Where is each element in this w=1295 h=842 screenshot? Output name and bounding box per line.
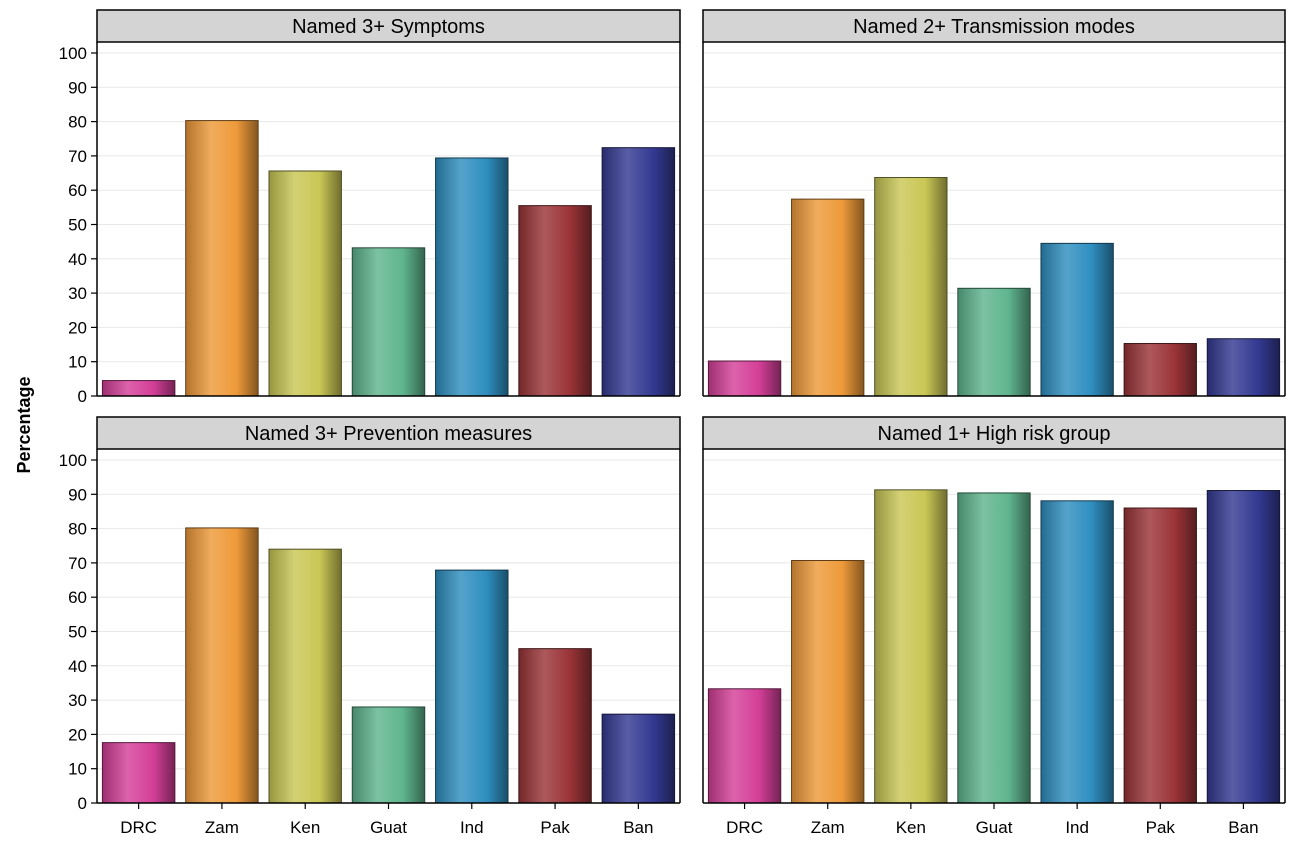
panel-header <box>702 416 1286 450</box>
bar-guat <box>351 706 426 804</box>
x-tick-label: Ken <box>896 818 926 837</box>
bar-drc <box>101 742 176 804</box>
y-tick-label: 60 <box>68 588 87 607</box>
bar-ind <box>435 569 509 804</box>
y-tick-label: 100 <box>59 451 87 470</box>
bar-pak <box>518 205 592 397</box>
bar-ban <box>1206 490 1281 804</box>
bar-zam <box>185 120 259 397</box>
panel-header <box>96 416 681 450</box>
y-tick-label: 90 <box>68 78 87 97</box>
panel-title: Named 2+ Transmission modes <box>853 16 1135 38</box>
x-tick-label: Guat <box>370 818 407 837</box>
panel-3: Named 3+ Prevention measures 0 10 20 30 40 50 6… <box>59 416 681 837</box>
x-tick-label: Pak <box>540 818 570 837</box>
x-tick-label: Zam <box>205 818 239 837</box>
panel-2: Named 2+ Transmission modes <box>702 9 1286 397</box>
x-tick-label: Ind <box>1065 818 1089 837</box>
y-tick-label: 10 <box>68 760 87 779</box>
bar-ind <box>1040 242 1114 397</box>
panel-1: Named 3+ Symptoms 0 10 20 30 40 50 60 70 80 90 100 <box>59 9 681 406</box>
bar-guat <box>351 247 426 397</box>
bar-ban <box>601 147 676 397</box>
x-tick-label: Ken <box>290 818 320 837</box>
x-tick-label: Ban <box>1228 818 1258 837</box>
y-tick-label: 20 <box>68 725 87 744</box>
bar-drc <box>707 688 782 804</box>
panel-title: Named 3+ Prevention measures <box>245 423 532 445</box>
panel-title: Named 1+ High risk group <box>878 423 1111 445</box>
bar-drc <box>707 360 782 397</box>
y-tick-label: 20 <box>68 318 87 337</box>
bar-guat <box>957 492 1031 804</box>
bar-zam <box>791 198 865 397</box>
y-tick-label: 60 <box>68 181 87 200</box>
y-tick-label: 90 <box>68 485 87 504</box>
bar-ken <box>874 177 948 397</box>
x-tick-label: Pak <box>1146 818 1176 837</box>
bar-ken <box>268 548 342 804</box>
x-tick-label: Guat <box>976 818 1013 837</box>
panel-header <box>96 9 681 43</box>
bar-zam <box>791 559 865 804</box>
x-tick-label: Ban <box>623 818 653 837</box>
y-tick-label: 40 <box>68 657 87 676</box>
y-tick-label: 70 <box>68 147 87 166</box>
panel-header <box>702 9 1286 43</box>
bar-ban <box>601 713 676 804</box>
y-tick-label: 0 <box>78 794 87 813</box>
y-tick-label: 50 <box>68 623 87 642</box>
y-tick-label: 80 <box>68 520 87 539</box>
bar-ban <box>1206 338 1281 397</box>
bar-pak <box>518 648 592 804</box>
y-tick-label: 100 <box>59 44 87 63</box>
y-tick-label: 50 <box>68 216 87 235</box>
y-tick-label: 0 <box>78 387 87 406</box>
bar-ind <box>1040 500 1114 804</box>
panel-title: Named 3+ Symptoms <box>292 16 485 38</box>
y-tick-label: 30 <box>68 691 87 710</box>
bar-ken <box>268 170 342 397</box>
y-tick-label: 70 <box>68 554 87 573</box>
y-tick-label: 30 <box>68 284 87 303</box>
y-tick-label: 80 <box>68 113 87 132</box>
panel-4: Named 1+ High risk group DRC Zam Ken Guat Ind… <box>702 416 1286 837</box>
bar-ind <box>435 157 509 397</box>
x-tick-label: DRC <box>726 818 763 837</box>
bar-ken <box>874 489 948 804</box>
y-tick-label: 40 <box>68 250 87 269</box>
bar-pak <box>1123 343 1197 397</box>
x-tick-label: Zam <box>811 818 845 837</box>
y-tick-label: 10 <box>68 353 87 372</box>
bar-drc <box>101 380 176 397</box>
bar-guat <box>957 287 1031 397</box>
x-tick-label: Ind <box>460 818 484 837</box>
y-axis-label: Percentage <box>14 376 34 473</box>
bar-zam <box>185 527 259 804</box>
bar-pak <box>1123 507 1197 804</box>
x-tick-label: DRC <box>120 818 157 837</box>
